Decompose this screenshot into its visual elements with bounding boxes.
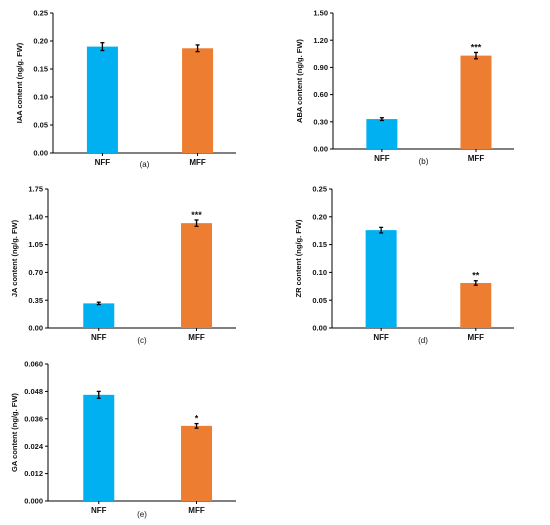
y-tick-label: 0.25: [33, 9, 48, 18]
y-tick-label: 0.35: [28, 296, 43, 305]
y-tick-label: 0.20: [33, 37, 48, 46]
y-tick-label: 0.00: [28, 324, 43, 333]
bar-mff: [181, 223, 213, 328]
panel-label: (c): [137, 336, 147, 345]
y-tick-label: 0.15: [33, 65, 48, 74]
bar-mff: [460, 282, 492, 328]
significance-label: ***: [191, 210, 202, 220]
y-tick-label: 0.20: [312, 212, 327, 221]
bar-nff: [366, 119, 398, 149]
y-tick-label: 1.50: [313, 9, 328, 18]
y-tick-label: 0.70: [28, 268, 43, 277]
y-tick-label: 0.15: [312, 240, 327, 249]
panel-label: (b): [419, 157, 429, 166]
y-tick-label: 0.000: [24, 497, 43, 506]
bar-mff: [182, 48, 214, 153]
bar-mff: [460, 55, 492, 149]
category-label: NFF: [91, 333, 107, 342]
panel-label: (e): [137, 510, 147, 519]
category-label: MFF: [189, 158, 206, 167]
y-tick-label: 1.20: [313, 36, 328, 45]
category-label: NFF: [374, 154, 390, 163]
y-tick-label: 0.024: [24, 442, 44, 451]
y-tick-label: 0.012: [24, 469, 43, 478]
chart-panel: 0.00 0.05 0.10 0.15 0.20 0.25 IAA content (ng/…: [15, 9, 236, 169]
category-label: MFF: [468, 154, 485, 163]
y-tick-label: 0.10: [312, 268, 327, 277]
chart-panel: 0.00 0.30 0.60 0.90 1.20 1.50 ABA content (ng/…: [295, 9, 514, 166]
category-label: MFF: [468, 333, 485, 342]
y-tick-label: 0.10: [33, 93, 48, 102]
significance-label: **: [472, 271, 480, 281]
y-tick-label: 0.036: [24, 414, 43, 423]
y-axis-title: JA content (ng/g. FW): [10, 219, 19, 297]
y-tick-label: 0.00: [312, 324, 327, 333]
y-tick-label: 0.05: [312, 296, 327, 305]
category-label: MFF: [188, 333, 205, 342]
y-axis-title: ZR content (ng/g. FW): [294, 219, 303, 297]
y-tick-label: 0.25: [312, 185, 327, 194]
category-label: NFF: [95, 158, 111, 167]
bar-nff: [83, 394, 115, 501]
y-axis-title: IAA content (ng/g. FW): [15, 42, 24, 123]
y-tick-label: 0.00: [313, 145, 328, 154]
y-tick-label: 0.90: [313, 63, 328, 72]
y-tick-label: 0.60: [313, 90, 328, 99]
y-tick-label: 1.40: [28, 212, 43, 221]
chart-panel: 0.00 0.35 0.70 1.05 1.40 1.75 JA content (ng/g…: [10, 185, 236, 345]
y-axis-title: ABA content (ng/g. FW): [295, 39, 304, 123]
y-tick-label: 0.00: [33, 149, 48, 158]
y-tick-label: 0.048: [24, 387, 43, 396]
category-label: NFF: [91, 506, 107, 515]
y-tick-label: 1.75: [28, 185, 43, 194]
significance-label: ***: [471, 42, 482, 52]
bar-mff: [181, 425, 213, 501]
bar-nff: [365, 230, 397, 328]
significance-label: *: [195, 414, 199, 424]
chart-panel: 0.00 0.05 0.10 0.15 0.20 0.25 ZR content (ng/g…: [294, 185, 514, 345]
bar-nff: [83, 303, 115, 328]
panel-label: (a): [140, 160, 150, 169]
y-tick-label: 0.05: [33, 121, 48, 130]
y-tick-label: 1.05: [28, 240, 43, 249]
panel-label: (d): [418, 336, 428, 345]
y-tick-label: 0.060: [24, 360, 43, 369]
y-axis-title: GA content (ng/g. FW): [10, 393, 19, 472]
chart-panel: 0.000 0.012 0.024 0.036 0.048 0.060 GA content…: [10, 360, 236, 519]
category-label: MFF: [188, 506, 205, 515]
y-tick-label: 0.30: [313, 117, 328, 126]
category-label: NFF: [373, 333, 389, 342]
bar-nff: [86, 46, 118, 153]
